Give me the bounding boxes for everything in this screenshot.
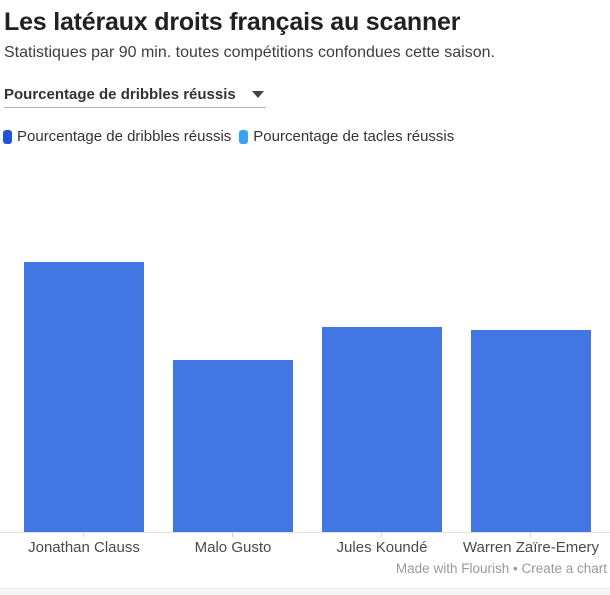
page-title: Les latéraux droits français au scanner bbox=[4, 8, 461, 36]
x-axis-tick bbox=[530, 533, 531, 538]
legend: Pourcentage de dribbles réussis Pourcent… bbox=[0, 128, 610, 145]
x-axis-label-jules-kounde: Jules Koundé bbox=[336, 539, 428, 557]
page-subtitle: Statistiques par 90 min. toutes compétit… bbox=[4, 44, 495, 62]
bottom-band bbox=[0, 588, 610, 595]
legend-swatch-tacles bbox=[239, 129, 249, 144]
x-axis-label-warren-zaire-emery: Warren Zaïre-Emery bbox=[462, 539, 600, 557]
create-a-chart-link[interactable]: Create a chart bbox=[521, 561, 607, 576]
x-axis-label-malo-gusto: Malo Gusto bbox=[194, 539, 272, 557]
x-axis-label-jonathan-clauss: Jonathan Clauss bbox=[28, 539, 140, 557]
x-axis-tick bbox=[381, 533, 382, 538]
bar-jules-kounde[interactable] bbox=[322, 327, 442, 533]
bar-malo-gusto[interactable] bbox=[173, 360, 293, 533]
bar-chart: Jonathan Clauss Malo Gusto Jules Koundé … bbox=[0, 145, 610, 556]
bar-warren-zaire-emery[interactable] bbox=[471, 330, 591, 533]
metric-dropdown-value: Pourcentage de dribbles réussis bbox=[4, 85, 236, 103]
legend-label-dribbles: Pourcentage de dribbles réussis bbox=[17, 128, 232, 146]
credit-separator: • bbox=[509, 561, 522, 576]
chart-controls: Pourcentage de dribbles réussis bbox=[0, 81, 610, 109]
metric-dropdown[interactable]: Pourcentage de dribbles réussis bbox=[4, 81, 266, 109]
made-with-flourish-link[interactable]: Made with Flourish bbox=[395, 561, 510, 576]
legend-item-dribbles[interactable]: Pourcentage de dribbles réussis bbox=[3, 128, 231, 145]
legend-item-tacles[interactable]: Pourcentage de tacles réussis bbox=[239, 128, 454, 145]
bar-jonathan-clauss[interactable] bbox=[24, 262, 144, 533]
flourish-credit: Made with Flourish • Create a chart bbox=[396, 561, 607, 576]
x-axis-line bbox=[0, 532, 610, 534]
legend-label-tacles: Pourcentage de tacles réussis bbox=[253, 128, 455, 146]
x-axis-tick bbox=[83, 533, 84, 538]
legend-swatch-dribbles bbox=[3, 129, 12, 144]
chevron-down-icon bbox=[252, 90, 264, 98]
x-axis-tick bbox=[232, 533, 233, 538]
chart-header: Les latéraux droits français au scanner … bbox=[0, 0, 610, 64]
